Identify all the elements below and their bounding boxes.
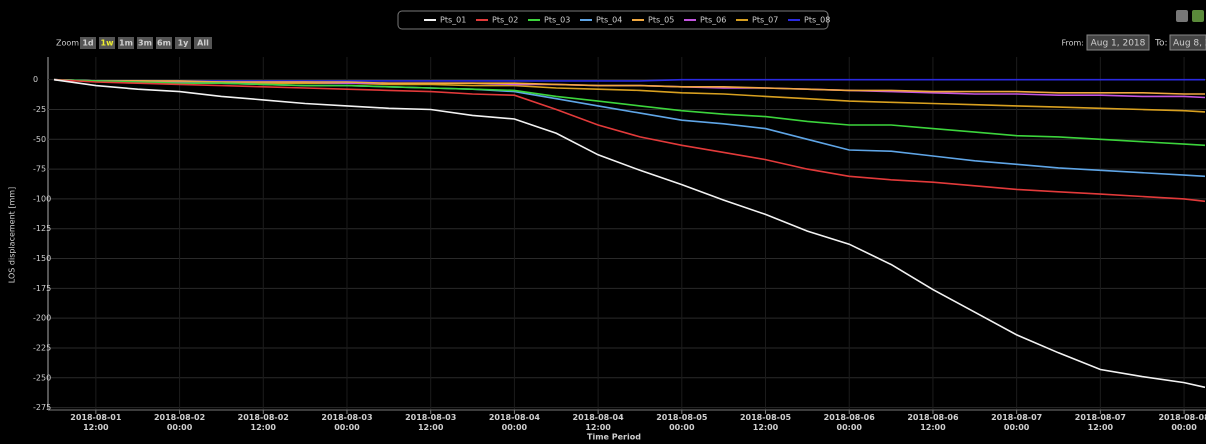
data-line [53,78,1205,82]
zoom-button-bg[interactable] [99,37,115,49]
data-line [53,78,1205,95]
zoom-button[interactable]: 6m [157,39,171,48]
y-tick-label: -275 [33,403,51,412]
x-tick-label: 2018-08-03 12:00 [405,413,456,432]
menu-icon[interactable] [1176,10,1188,22]
data-line [53,78,1206,389]
legend-label[interactable]: Pts_08 [804,16,830,25]
y-tick-label: -75 [33,165,46,174]
legend-label[interactable]: Pts_07 [752,16,778,25]
to-input-bg[interactable] [1169,34,1206,51]
x-tick-label: 2018-08-04 12:00 [573,413,625,432]
x-tick-label: 2018-08-06 00:00 [824,413,876,432]
legend-label[interactable]: Pts_02 [492,16,518,25]
x-tick-label: 2018-08-07 00:00 [991,413,1042,432]
y-tick-label: -25 [33,105,46,114]
y-tick-label: 0 [33,75,38,84]
from-input[interactable]: Aug 1, 2018 [1091,39,1146,49]
legend-label[interactable]: Pts_01 [440,16,466,25]
x-tick-label: 2018-08-08 00:00 [1158,413,1206,432]
export-icon[interactable] [1192,10,1204,22]
x-axis-title: Time Period [587,433,641,442]
x-tick-label: 2018-08-05 00:00 [656,413,708,432]
zoom-button-bg[interactable] [175,37,191,49]
x-tick-label: 2018-08-04 00:00 [489,413,541,432]
zoom-label: Zoom [56,39,79,48]
zoom-button[interactable]: 3m [138,39,152,48]
zoom-button-bg[interactable] [118,37,134,49]
legend-label[interactable]: Pts_06 [700,16,726,25]
from-input-bg[interactable] [1086,34,1150,51]
legend-label[interactable]: Pts_05 [648,16,674,25]
x-tick-label: 2018-08-02 12:00 [238,413,289,432]
x-tick-label: 2018-08-06 12:00 [907,413,959,432]
zoom-button-bg[interactable] [137,37,153,49]
zoom-button-bg[interactable] [80,37,96,49]
y-tick-label: -225 [33,343,51,352]
legend-label[interactable]: Pts_04 [596,16,622,25]
y-tick-label: -125 [33,224,51,233]
y-tick-label: -200 [33,314,51,323]
y-tick-label: -50 [33,135,46,144]
x-tick-label: 2018-08-05 12:00 [740,413,792,432]
legend-label[interactable]: Pts_03 [544,16,570,25]
to-label: To: [1154,39,1168,49]
zoom-button[interactable]: All [197,39,209,48]
y-tick-label: -250 [33,373,51,382]
x-tick-label: 2018-08-02 00:00 [154,413,205,432]
zoom-button-bg[interactable] [194,37,212,49]
legend-box [397,10,829,30]
data-line [53,78,1206,147]
data-line [53,78,1206,203]
y-tick-label: -175 [33,284,51,293]
zoom-button[interactable]: 1m [119,39,133,48]
zoom-button-bg[interactable] [156,37,172,49]
x-tick-label: 2018-08-07 12:00 [1075,413,1126,432]
zoom-button[interactable]: 1w [101,39,115,48]
to-input[interactable]: Aug 8, 2018 [1173,39,1206,49]
x-tick-label: 2018-08-03 00:00 [321,413,372,432]
from-label: From: [1061,39,1084,48]
y-axis-title: LOS displacement [mm] [8,187,17,283]
zoom-button[interactable]: 1d [82,39,94,48]
y-tick-label: -150 [33,254,51,263]
zoom-button[interactable]: 1y [178,39,190,48]
y-tick-label: -100 [33,194,51,203]
x-tick-label: 2018-08-01 12:00 [70,413,122,432]
